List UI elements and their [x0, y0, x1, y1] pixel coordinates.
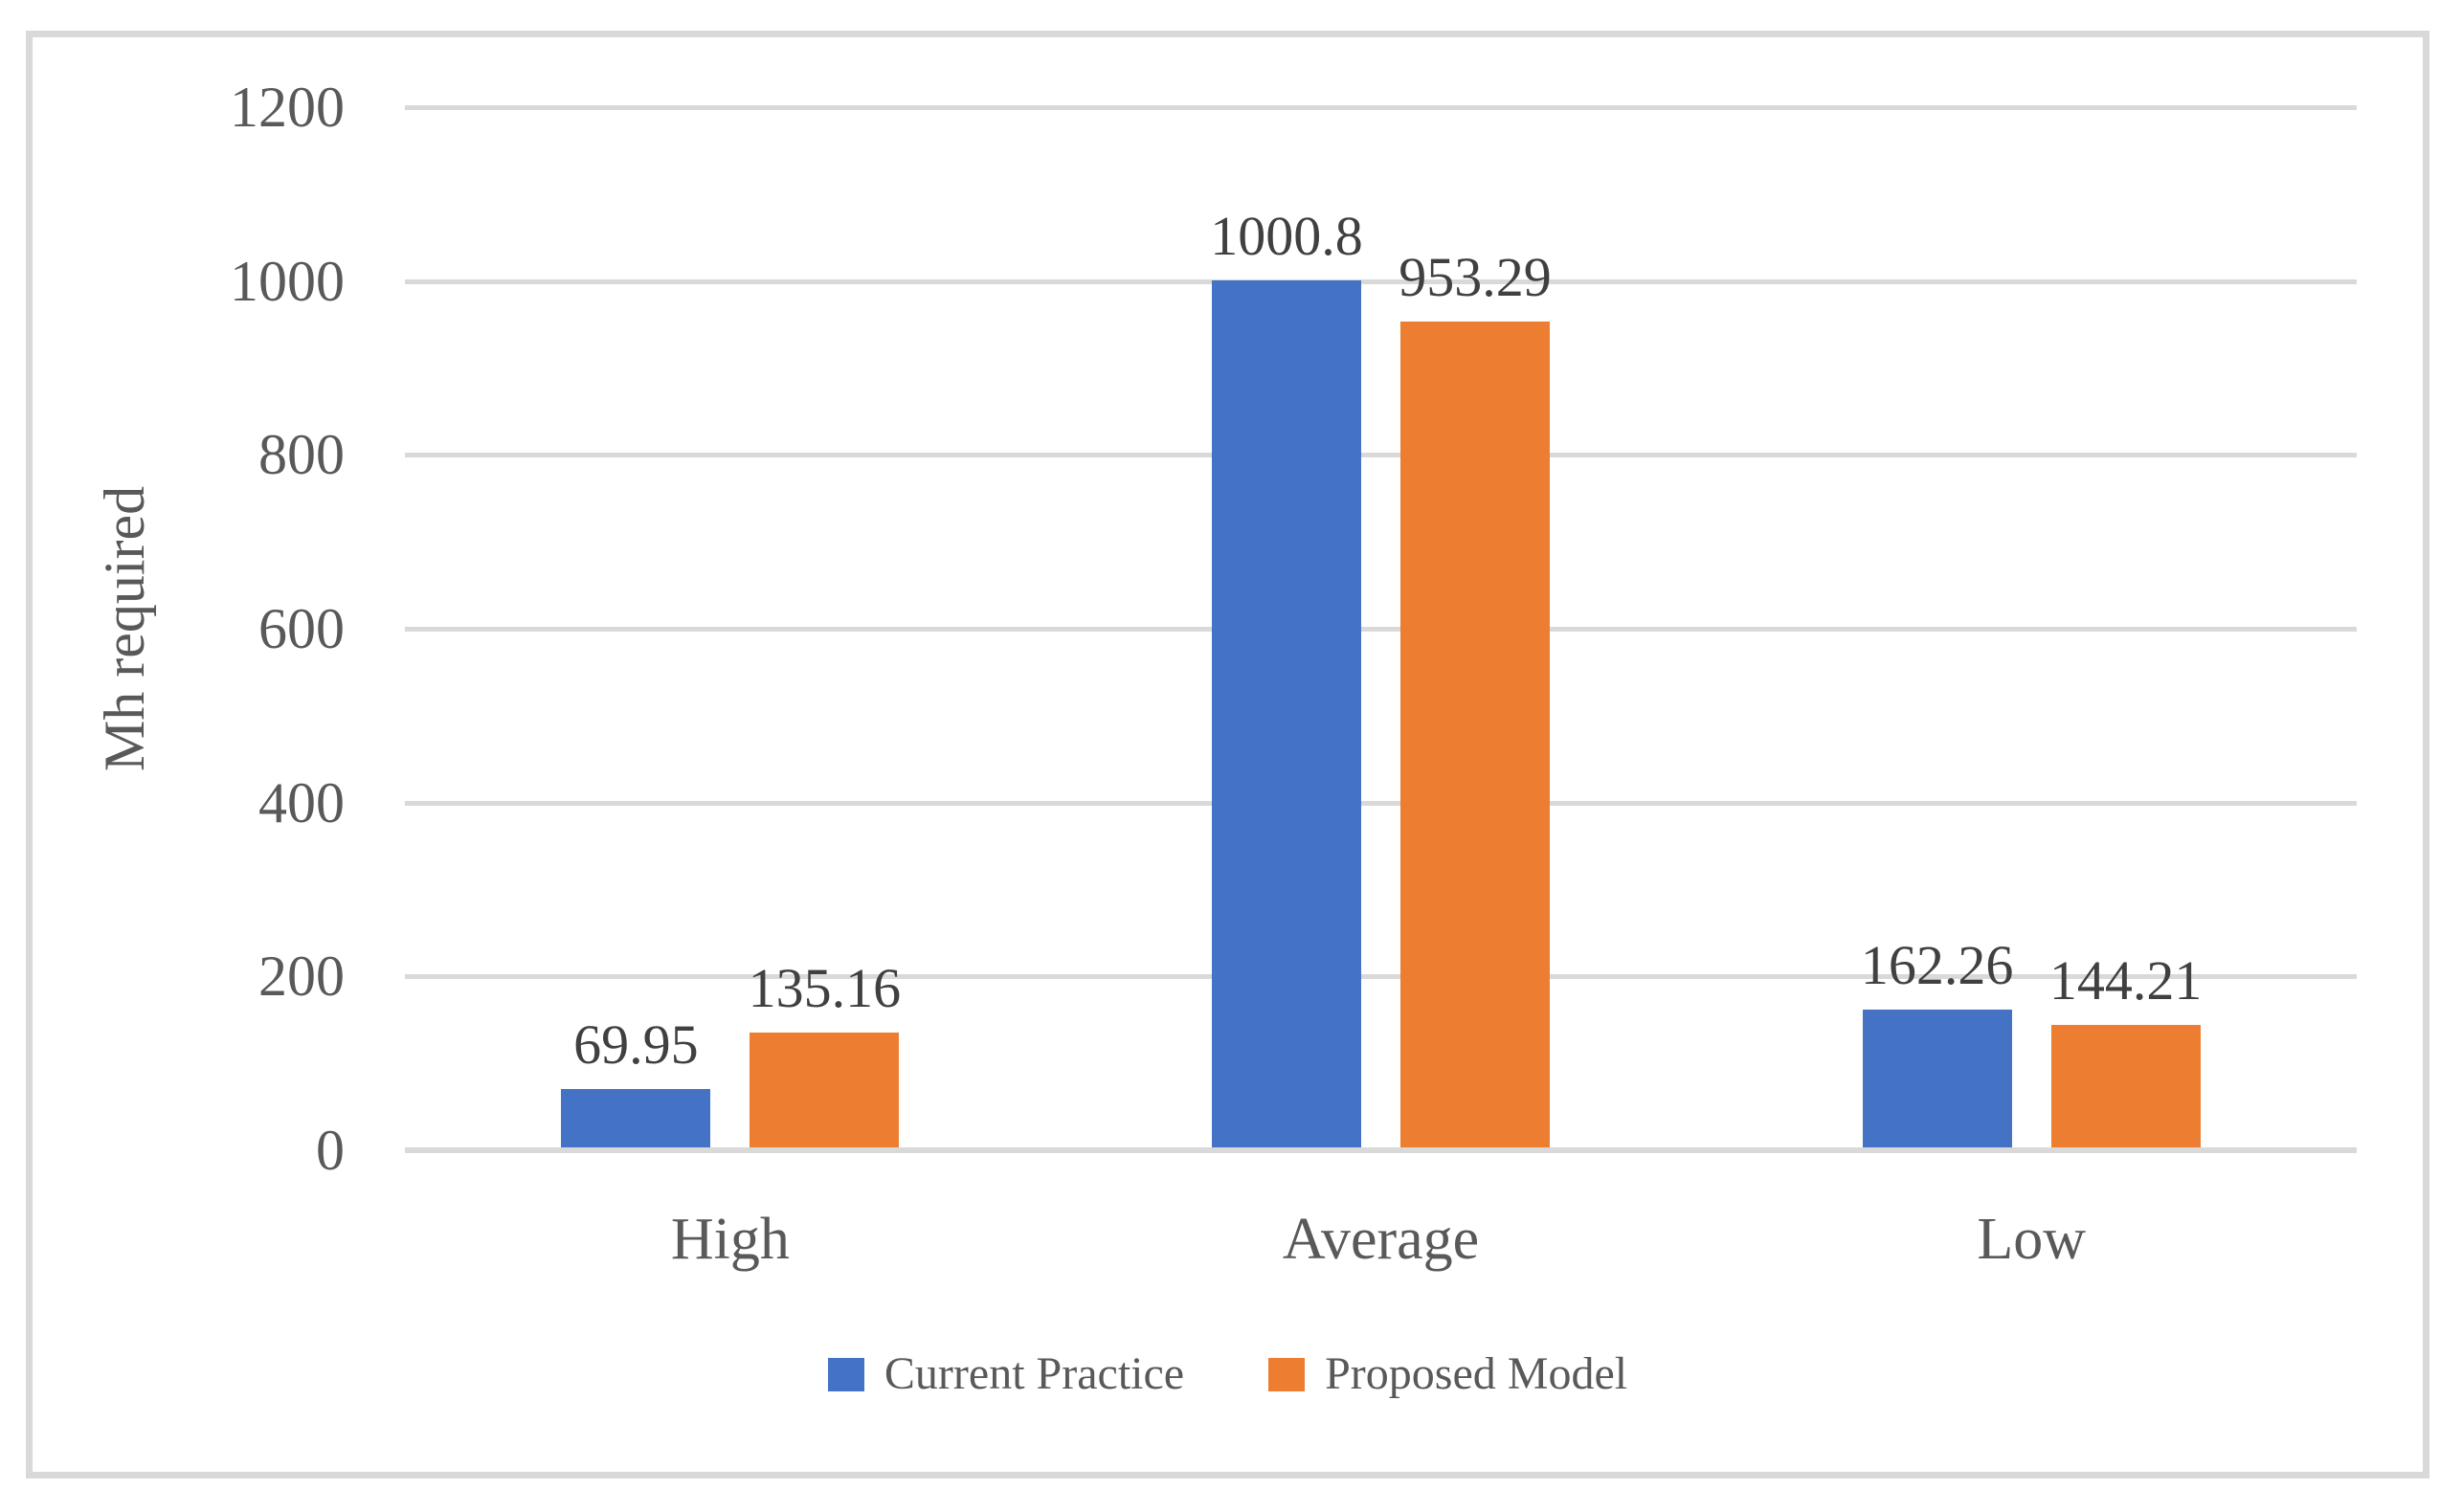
y-tick-label: 200: [258, 945, 345, 1009]
legend: Current Practice Proposed Model: [33, 1344, 2423, 1405]
y-tick-label: 600: [258, 597, 345, 660]
gridline: [405, 800, 2357, 806]
legend-item-current-practice: Current Practice: [827, 1344, 1185, 1405]
y-tick-label: 400: [258, 770, 345, 834]
gridline: [405, 105, 2357, 110]
bar-current-practice-low: [1862, 1009, 2012, 1147]
legend-label-proposed-model: Proposed Model: [1325, 1348, 1628, 1399]
y-axis-title: Mh required: [93, 485, 156, 772]
bar-current-practice-high: [561, 1089, 711, 1147]
x-category-label-low: Low: [1977, 1207, 2086, 1272]
y-tick-label: 0: [316, 1119, 345, 1182]
legend-swatch-current-practice-icon: [827, 1357, 864, 1391]
legend-item-proposed-model: Proposed Model: [1268, 1344, 1627, 1405]
y-tick-label: 800: [258, 423, 345, 487]
bar-proposed-model-low: [2050, 1025, 2201, 1147]
legend-label-current-practice: Current Practice: [884, 1348, 1185, 1399]
data-label: 135.16: [748, 957, 902, 1020]
legend-swatch-proposed-model-icon: [1268, 1357, 1306, 1391]
x-axis-line: [405, 1147, 2357, 1153]
gridline: [405, 627, 2357, 632]
x-category-label-high: High: [670, 1207, 790, 1272]
x-category-label-average: Average: [1282, 1207, 1480, 1272]
gridline: [405, 278, 2357, 284]
data-label: 144.21: [2048, 949, 2203, 1012]
bar-proposed-model-average: [1400, 322, 1550, 1147]
gridline: [405, 453, 2357, 458]
y-tick-label: 1000: [230, 249, 345, 313]
bar-proposed-model-high: [750, 1033, 900, 1147]
data-label: 953.29: [1399, 246, 1552, 309]
y-tick-label: 1200: [230, 76, 345, 139]
data-label: 162.26: [1860, 933, 2014, 996]
bar-current-practice-average: [1212, 279, 1361, 1147]
data-label: 69.95: [573, 1013, 699, 1077]
gridline: [405, 974, 2357, 980]
data-label: 1000.8: [1210, 204, 1363, 267]
